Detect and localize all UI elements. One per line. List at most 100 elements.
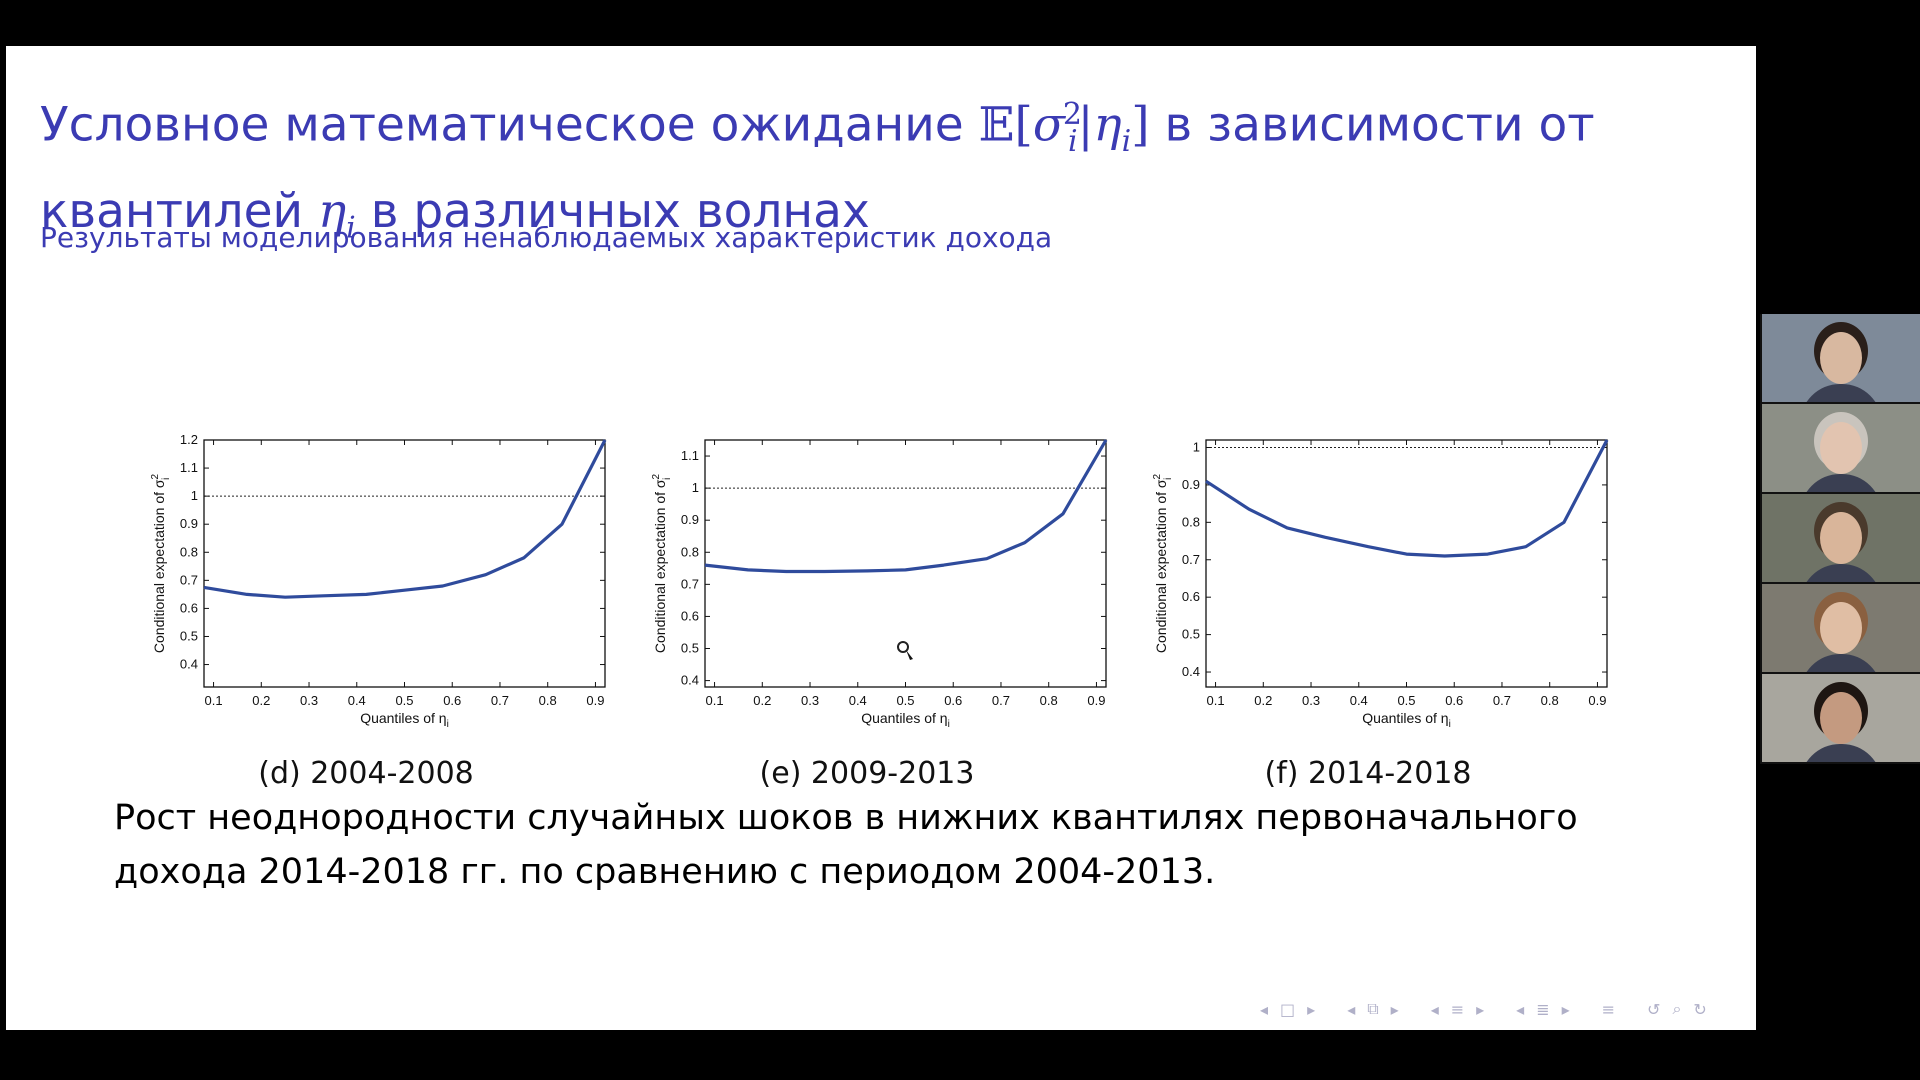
slide-title-line1: Условное математическое ожидание 𝔼[σ2i|η… (40, 97, 1595, 160)
x-tick-label: 0.4 (348, 693, 366, 708)
y-tick-label: 0.5 (180, 628, 198, 643)
y-axis-label: Conditional expectation of σ2i (150, 473, 172, 653)
nav-prev-slide-icon[interactable]: ◂ (1516, 999, 1525, 1019)
nav-next-section-icon[interactable]: ▸ (1476, 999, 1485, 1019)
y-tick-label: 0.4 (180, 657, 198, 672)
x-tick-label: 0.3 (300, 693, 318, 708)
x-tick-label: 0.2 (753, 693, 771, 708)
x-tick-label: 0.2 (252, 693, 270, 708)
x-tick-label: 0.1 (205, 693, 223, 708)
x-tick-label: 0.3 (1302, 693, 1320, 708)
participant-face (1820, 692, 1862, 744)
y-tick-label: 0.8 (681, 544, 699, 559)
x-axis-label-sub: i (948, 719, 950, 730)
y-tick-label: 0.9 (1182, 477, 1200, 492)
y-axis-label-sup: 2 (150, 473, 161, 479)
series-line (704, 439, 1108, 574)
nav-toc-icon[interactable]: ≡ (1601, 999, 1616, 1019)
x-axis-label: Quantiles of ηi (1362, 710, 1451, 730)
participant-video-tile[interactable] (1762, 674, 1920, 762)
body-line-1: Рост неоднородности случайных шоков в ни… (114, 798, 1578, 838)
nav-next-subsection-icon[interactable]: ▸ (1390, 999, 1399, 1019)
nav-prev-section-icon[interactable]: ◂ (1430, 999, 1439, 1019)
body-line-2: дохода 2014-2018 гг. по сравнению с пери… (114, 852, 1216, 892)
nav-subsection-icon[interactable]: ⧉ (1367, 999, 1379, 1018)
x-tick-label: 0.1 (706, 693, 724, 708)
x-axis-label-sub: i (447, 719, 449, 730)
nav-undo-icon[interactable]: ↺ (1647, 999, 1661, 1019)
participant-video-tile[interactable] (1762, 494, 1920, 582)
x-axis-label-sub: i (1449, 719, 1451, 730)
y-tick-label: 1 (191, 488, 198, 503)
chart-caption-f: (f) 2014-2018 (1264, 756, 1472, 791)
x-tick-label: 0.2 (1254, 693, 1272, 708)
slide-body-text: Рост неоднородности случайных шоков в ни… (114, 791, 1654, 899)
nav-prev-subsection-icon[interactable]: ◂ (1347, 999, 1356, 1019)
x-tick-label: 0.7 (1493, 693, 1511, 708)
plot-frame (203, 439, 606, 688)
x-axis-label: Quantiles of ηi (861, 710, 950, 730)
y-tick-label: 0.5 (681, 641, 699, 656)
x-tick-label: 0.1 (1207, 693, 1225, 708)
y-tick-label: 0.6 (1182, 589, 1200, 604)
slide-title: Условное математическое ожидание 𝔼[σ2i|η… (40, 80, 1720, 263)
y-tick-label: 0.4 (1182, 664, 1200, 679)
plot-frame (1205, 439, 1608, 688)
y-tick-label: 1.1 (180, 460, 198, 475)
participant-shoulders (1800, 564, 1882, 582)
chart-e: 0.1 0.2 0.3 0.4 0.5 0.6 0.7 0.8 0.9 0.4 0.5 0.6 0.7 0… (651, 439, 1108, 730)
participant-shoulders (1800, 654, 1882, 672)
video-participants-strip (1760, 314, 1920, 764)
nav-slide-icon[interactable]: ≣ (1536, 999, 1550, 1019)
participant-shoulders (1800, 384, 1882, 402)
participant-video-tile[interactable] (1762, 584, 1920, 672)
y-tick-label: 0.9 (681, 512, 699, 527)
participant-face (1820, 602, 1862, 654)
x-tick-label: 0.9 (586, 693, 604, 708)
y-tick-label: 1 (692, 480, 699, 495)
y-tick-label: 0.7 (1182, 552, 1200, 567)
x-tick-label: 0.8 (539, 693, 557, 708)
chart-d: 0.1 0.2 0.3 0.4 0.5 0.6 0.7 0.8 0.9 0.4 0.5 0.6 0.7 0… (150, 432, 607, 730)
x-tick-label: 0.9 (1588, 693, 1606, 708)
nav-next-slide-icon[interactable]: ▸ (1561, 999, 1570, 1019)
x-tick-label: 0.9 (1087, 693, 1105, 708)
x-tick-label: 0.5 (1397, 693, 1415, 708)
beamer-navigation: ◂ □ ▸ ◂ ⧉ ▸ ◂ ≡ ▸ ◂ ≣ ▸ ≡ ↺ ⌕ ↻ (1256, 998, 1711, 1020)
y-axis-label-sub: i (662, 478, 673, 480)
presentation-slide: Условное математическое ожидание 𝔼[σ2i|η… (6, 46, 1756, 1030)
participant-face (1820, 512, 1862, 564)
y-tick-label: 1 (1193, 439, 1200, 454)
chart-panel-f: 0.1 0.2 0.3 0.4 0.5 0.6 0.7 0.8 0.9 0.4 0.5 0.6 0.7 0… (1128, 386, 1609, 806)
y-axis-label-sub: i (161, 478, 172, 480)
y-tick-label: 0.4 (681, 673, 699, 688)
y-axis-label-sup: 2 (1152, 473, 1163, 479)
participant-video-tile[interactable] (1762, 404, 1920, 492)
x-tick-label: 0.5 (896, 693, 914, 708)
participant-face (1820, 422, 1862, 474)
nav-frame-icon[interactable]: □ (1280, 999, 1296, 1019)
y-tick-label: 0.6 (180, 600, 198, 615)
participant-video-tile[interactable] (1762, 314, 1920, 402)
chart-panel-e: 0.1 0.2 0.3 0.4 0.5 0.6 0.7 0.8 0.9 0.4 0.5 0.6 0.7 0… (627, 386, 1108, 806)
nav-search-icon[interactable]: ⌕ (1672, 999, 1682, 1018)
y-axis-label-sup: 2 (651, 473, 662, 479)
nav-section-icon[interactable]: ≡ (1450, 999, 1465, 1019)
chart-f: 0.1 0.2 0.3 0.4 0.5 0.6 0.7 0.8 0.9 0.4 0.5 0.6 0.7 0… (1152, 439, 1609, 730)
series-line (203, 439, 607, 599)
x-tick-label: 0.7 (992, 693, 1010, 708)
y-tick-label: 0.8 (1182, 514, 1200, 529)
y-tick-label: 0.7 (681, 576, 699, 591)
participant-shoulders (1800, 744, 1882, 762)
y-tick-label: 0.9 (180, 516, 198, 531)
nav-redo-icon[interactable]: ↻ (1693, 999, 1707, 1019)
nav-next-frame-icon[interactable]: ▸ (1307, 999, 1316, 1019)
slide-subtitle: Результаты моделирования ненаблюдаемых х… (40, 221, 1053, 254)
nav-prev-frame-icon[interactable]: ◂ (1260, 999, 1269, 1019)
x-tick-label: 0.6 (443, 693, 461, 708)
expectation-symbol: 𝔼 (978, 97, 1015, 153)
x-tick-label: 0.8 (1541, 693, 1559, 708)
y-axis-label: Conditional expectation of σ2i (651, 473, 673, 653)
y-tick-label: 0.7 (180, 572, 198, 587)
